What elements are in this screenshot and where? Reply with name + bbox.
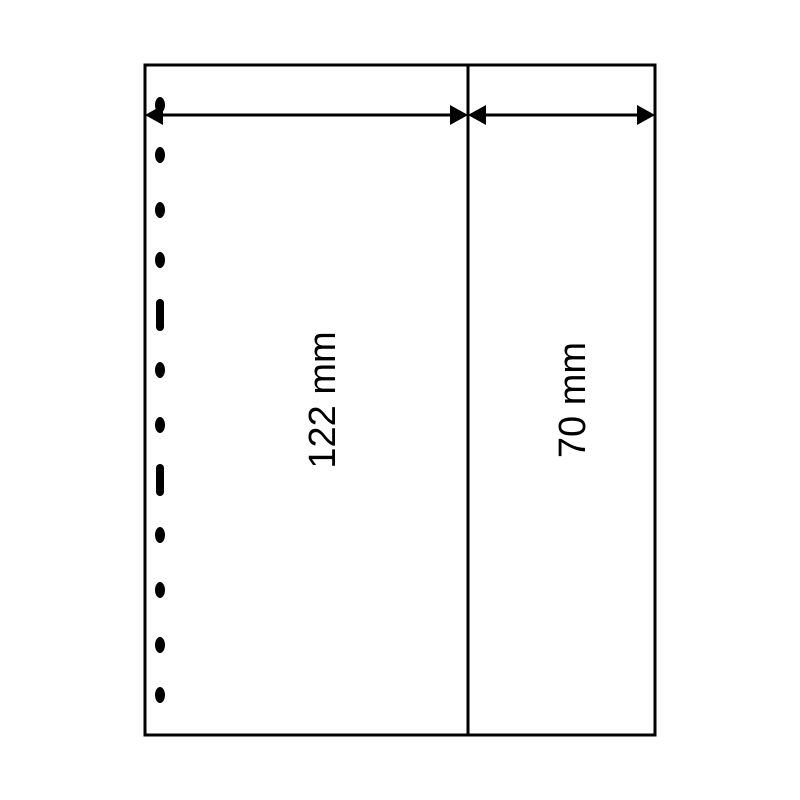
diagram-svg: 122 mm 70 mm <box>0 0 800 800</box>
binder-slot <box>156 464 164 496</box>
binder-slot <box>156 299 164 331</box>
dimension-arrow-left <box>145 105 468 125</box>
binder-hole <box>155 582 165 598</box>
dimension-arrow-right <box>468 105 655 125</box>
binder-hole <box>155 687 165 703</box>
binder-hole <box>155 637 165 653</box>
binder-margin <box>155 97 165 703</box>
binder-hole <box>155 362 165 378</box>
dimension-label-right: 70 mm <box>552 342 594 458</box>
binder-hole <box>155 252 165 268</box>
binder-hole <box>155 527 165 543</box>
binder-hole <box>155 202 165 218</box>
binder-hole <box>155 417 165 433</box>
dimension-label-left: 122 mm <box>302 331 344 468</box>
binder-hole <box>155 147 165 163</box>
